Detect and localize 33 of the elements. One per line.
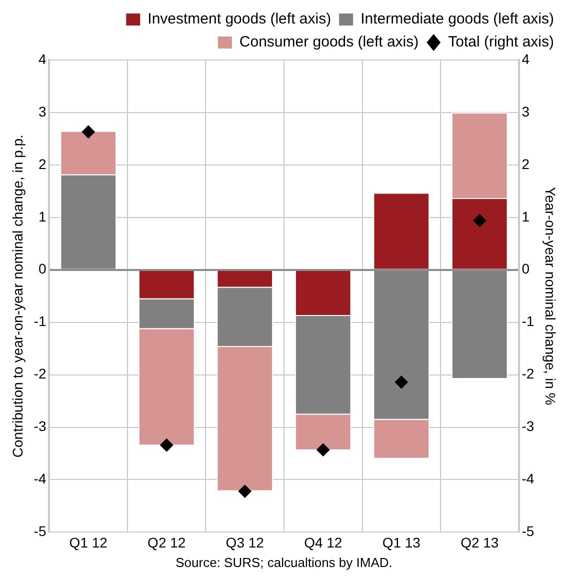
y-tick-label: 3 [38,103,46,120]
y2-tick-label: 3 [522,103,530,120]
y-tick-label: -2 [34,366,46,382]
y2-tick-label: -5 [522,523,534,540]
x-tick-label: Q1 12 [69,534,108,550]
y-tick-label: 2 [38,156,46,172]
y-axis-title: Contribution to year-on-year nominal change, in p.p. [9,134,26,458]
legend-label: Total (right axis) [448,34,554,51]
legend-label: Intermediate goods (left axis) [360,10,554,28]
y2-tick-label: 1 [522,208,530,224]
x-tick-label: Q3 12 [226,534,264,550]
x-tick-label: Q1 13 [382,534,421,550]
source-note: Source: SURS; calcualtions by IMAD. [174,555,394,570]
y2-tick-label: 4 [522,50,530,67]
y-tick-label: -3 [34,418,46,434]
y-tick-label: 4 [38,50,46,67]
y2-tick-label: -3 [522,418,534,434]
y2-tick-label: 2 [522,156,530,172]
y2-tick-label: -1 [522,313,534,330]
x-tick-label: Q4 12 [304,534,342,550]
y2-tick-label: -4 [522,470,534,487]
y2-tick-label: 0 [522,260,530,277]
y-tick-label: -1 [34,313,46,330]
y-tick-label: 0 [38,260,46,277]
y-tick-label: -4 [34,470,46,487]
y-tick-label: 1 [38,208,46,224]
x-tick-label: Q2 13 [460,534,499,550]
x-tick-label: Q2 12 [148,534,186,550]
legend-label: Consumer goods (left axis) [239,34,419,51]
y-tick-label: -5 [34,523,46,540]
legend-label: Investment goods (left axis) [148,10,332,28]
y2-tick-label: -2 [522,366,534,382]
y2-axis-title: Year-on-year nominal change, in % [542,187,559,406]
